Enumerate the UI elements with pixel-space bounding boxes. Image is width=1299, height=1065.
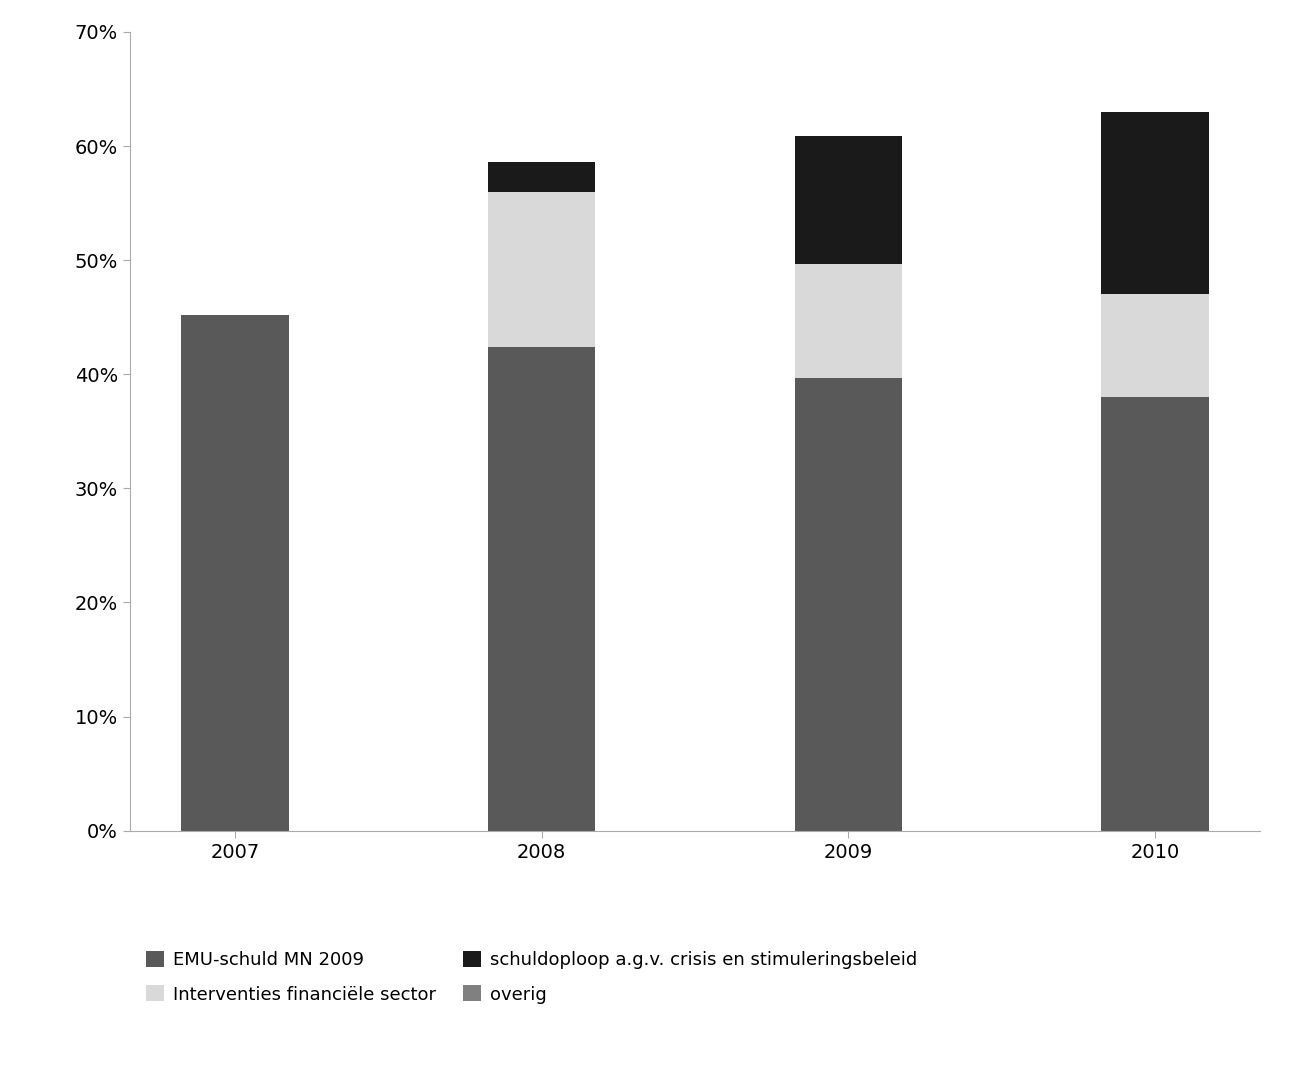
Bar	[1102, 397, 1208, 831]
Bar	[1102, 294, 1208, 397]
Bar	[182, 315, 288, 831]
Bar	[488, 347, 595, 831]
Bar	[488, 192, 595, 347]
Bar	[1102, 112, 1208, 294]
Legend: EMU-schuld MN 2009, Interventies financiële sector, schuldoploop a.g.v. crisis e: EMU-schuld MN 2009, Interventies financi…	[139, 944, 925, 1011]
Bar	[488, 162, 595, 192]
Bar	[795, 263, 902, 378]
Bar	[795, 136, 902, 263]
Bar	[795, 378, 902, 831]
